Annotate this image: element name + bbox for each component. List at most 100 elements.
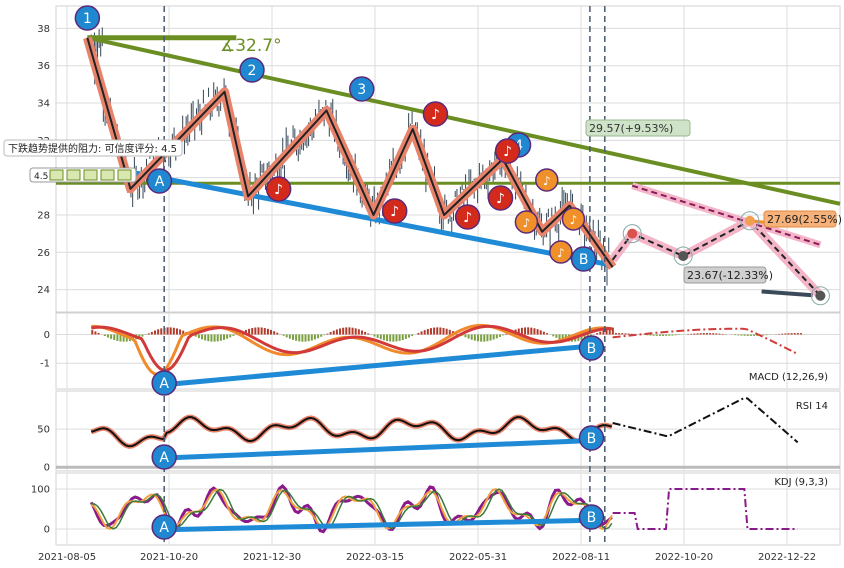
- macd-histogram-bar: [320, 334, 323, 337]
- macd-histogram-bar: [232, 334, 235, 336]
- downtrend-resistance-line: [86, 35, 841, 206]
- macd-histogram-bar: [555, 334, 558, 338]
- macd-histogram-bar: [721, 333, 724, 335]
- macd-histogram-bar: [477, 334, 480, 342]
- badge-label: B: [587, 510, 597, 526]
- macd-histogram-bar: [671, 334, 674, 336]
- macd-histogram-bar: [702, 333, 705, 335]
- badge-label: ♪: [523, 216, 531, 230]
- forecast-path: [611, 219, 822, 297]
- macd-histogram-bar: [138, 334, 141, 338]
- macd-histogram-bar: [345, 327, 348, 335]
- macd-histogram-bar: [141, 334, 144, 337]
- wave-path: [86, 37, 614, 268]
- macd-histogram-bar: [263, 328, 266, 335]
- macd-histogram-bar: [677, 334, 680, 336]
- y-tick-label: 100: [31, 485, 50, 496]
- macd-histogram-bar: [746, 334, 749, 336]
- badge-label: ♪: [503, 144, 512, 160]
- macd-histogram-bar: [160, 328, 163, 335]
- y-tick-label: 28: [37, 210, 50, 221]
- macd-histogram-bar: [132, 334, 135, 341]
- macd-histogram-bar: [498, 334, 501, 337]
- macd-histogram-bar: [301, 334, 304, 342]
- wave-a-badge: A: [146, 168, 173, 194]
- macd-histogram-bar: [467, 334, 470, 339]
- rsi-label: RSI 14: [796, 401, 828, 412]
- y-tick-label: 50: [37, 425, 50, 436]
- macd-histogram-bar: [781, 333, 784, 335]
- macd-histogram-bar: [784, 333, 787, 335]
- macd-histogram-bar: [91, 330, 94, 335]
- macd-histogram-bar: [288, 334, 291, 339]
- forecast-ring: [622, 224, 642, 244]
- macd-histogram-bar: [778, 333, 781, 335]
- macd-histogram-bar: [204, 334, 207, 341]
- macd-histogram-bar: [97, 332, 100, 335]
- macd-histogram-bar: [752, 334, 755, 336]
- badge-circle: [561, 207, 586, 231]
- macd-histogram-bar: [583, 334, 586, 340]
- badge-circle: [578, 425, 605, 451]
- resistance-note-text: 下跌趋势提供的阻力: 可信度评分: 4.5: [8, 142, 177, 155]
- badge-circle: [578, 504, 605, 530]
- badge-label: ♪: [463, 210, 472, 226]
- badge-circle: [381, 198, 408, 224]
- macd-histogram-bar: [276, 332, 279, 335]
- upper-target-tag: 29.57(+9.53%): [585, 119, 691, 137]
- macd-histogram-bar: [248, 328, 251, 335]
- macd-histogram-bar: [705, 333, 708, 335]
- macd-histogram-bar: [351, 327, 354, 335]
- macd-histogram-bar: [254, 327, 257, 335]
- wave-b-badge: B: [570, 246, 597, 272]
- macd-divergence-line: [163, 343, 592, 388]
- macd-histogram-bar: [332, 330, 335, 335]
- upper-target-text: 29.57(+9.53%): [589, 122, 673, 135]
- macd-histogram-bar: [533, 328, 536, 335]
- y-tick-label: 36: [37, 61, 50, 72]
- macd-histogram-bar: [749, 334, 752, 336]
- macd-histogram-bar: [630, 333, 633, 335]
- macd-histogram-bar: [219, 334, 222, 341]
- macd-histogram-bar: [147, 333, 150, 335]
- macd-histogram-bar: [649, 334, 652, 336]
- macd-histogram-bar: [216, 334, 219, 342]
- macd-histogram-bar: [737, 334, 740, 336]
- macd-histogram-bar: [517, 328, 520, 335]
- macd-histogram-bar: [342, 327, 345, 335]
- forecast-point: [744, 215, 755, 226]
- macd-histogram-bar: [693, 333, 696, 335]
- macd-histogram-bar: [596, 333, 599, 335]
- score-star: [83, 169, 98, 181]
- x-tick-label: 2021-10-20: [140, 552, 198, 563]
- macd-histogram-bar: [558, 334, 561, 340]
- y-tick-label: 24: [37, 285, 50, 296]
- y-tick-label: 26: [37, 248, 50, 259]
- macd-histogram-bar: [492, 334, 495, 340]
- macd-histogram-bar: [489, 334, 492, 341]
- macd-histogram-bar: [696, 333, 699, 335]
- rsi-forecast-line: [612, 396, 799, 444]
- macd-histogram-bar: [354, 328, 357, 335]
- macd-histogram-bar: [194, 334, 197, 337]
- badge-circle: [349, 76, 375, 102]
- macd-histogram-bar: [251, 328, 254, 335]
- y-tick-label: 34: [37, 99, 50, 110]
- lower-target-tag: 23.67(-12.33%): [683, 266, 773, 284]
- score-star: [66, 169, 81, 181]
- macd-histogram-bar: [175, 328, 178, 335]
- macd-histogram-bar: [310, 334, 313, 341]
- macd-histogram-bar: [561, 334, 564, 341]
- macd-histogram-bar: [113, 334, 116, 341]
- macd-histogram-bar: [436, 327, 439, 335]
- macd-histogram-bar: [439, 327, 442, 335]
- macd-histogram-bar: [605, 329, 608, 335]
- kdj-k-line: [90, 488, 613, 531]
- macd-histogram-bar: [718, 333, 721, 335]
- badge-label: B: [587, 431, 597, 447]
- badge-label: ♪: [570, 213, 578, 227]
- forecast-ring: [740, 211, 760, 231]
- macd-histogram-bar: [417, 332, 420, 335]
- kdj-forecast-line: [612, 488, 798, 530]
- badge-label: ♪: [274, 182, 283, 198]
